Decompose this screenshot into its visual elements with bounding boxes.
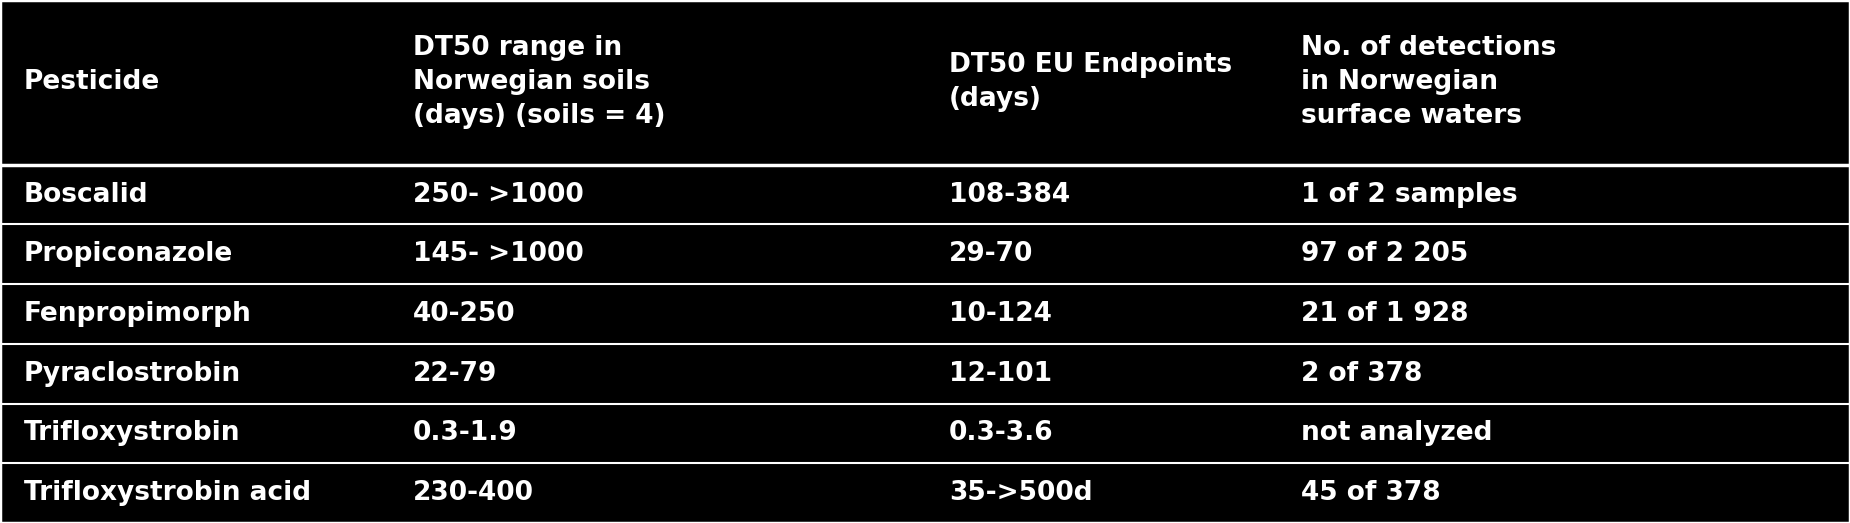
Text: DT50 range in
Norwegian soils
(days) (soils = 4): DT50 range in Norwegian soils (days) (so…: [413, 36, 664, 129]
Text: 35->500d: 35->500d: [949, 480, 1093, 506]
Text: Boscalid: Boscalid: [24, 181, 148, 208]
Text: Trifloxystrobin acid: Trifloxystrobin acid: [24, 480, 311, 506]
Text: 97 of 2 205: 97 of 2 205: [1301, 241, 1467, 267]
Text: Propiconazole: Propiconazole: [24, 241, 233, 267]
Text: Trifloxystrobin: Trifloxystrobin: [24, 420, 240, 447]
Text: 10-124: 10-124: [949, 301, 1053, 327]
Text: 22-79: 22-79: [413, 361, 498, 386]
Text: Pyraclostrobin: Pyraclostrobin: [24, 361, 240, 386]
Text: 145- >1000: 145- >1000: [413, 241, 583, 267]
Text: 45 of 378: 45 of 378: [1301, 480, 1439, 506]
Text: Pesticide: Pesticide: [24, 70, 161, 95]
Text: Fenpropimorph: Fenpropimorph: [24, 301, 252, 327]
Text: 2 of 378: 2 of 378: [1301, 361, 1423, 386]
Text: 230-400: 230-400: [413, 480, 533, 506]
Text: No. of detections
in Norwegian
surface waters: No. of detections in Norwegian surface w…: [1301, 36, 1556, 129]
Text: 40-250: 40-250: [413, 301, 514, 327]
Text: DT50 EU Endpoints
(days): DT50 EU Endpoints (days): [949, 52, 1232, 112]
Text: 21 of 1 928: 21 of 1 928: [1301, 301, 1469, 327]
Text: 29-70: 29-70: [949, 241, 1034, 267]
Text: 0.3-3.6: 0.3-3.6: [949, 420, 1054, 447]
Text: 1 of 2 samples: 1 of 2 samples: [1301, 181, 1517, 208]
Text: 12-101: 12-101: [949, 361, 1053, 386]
Text: not analyzed: not analyzed: [1301, 420, 1493, 447]
Text: 250- >1000: 250- >1000: [413, 181, 583, 208]
Text: 108-384: 108-384: [949, 181, 1069, 208]
Text: 0.3-1.9: 0.3-1.9: [413, 420, 518, 447]
